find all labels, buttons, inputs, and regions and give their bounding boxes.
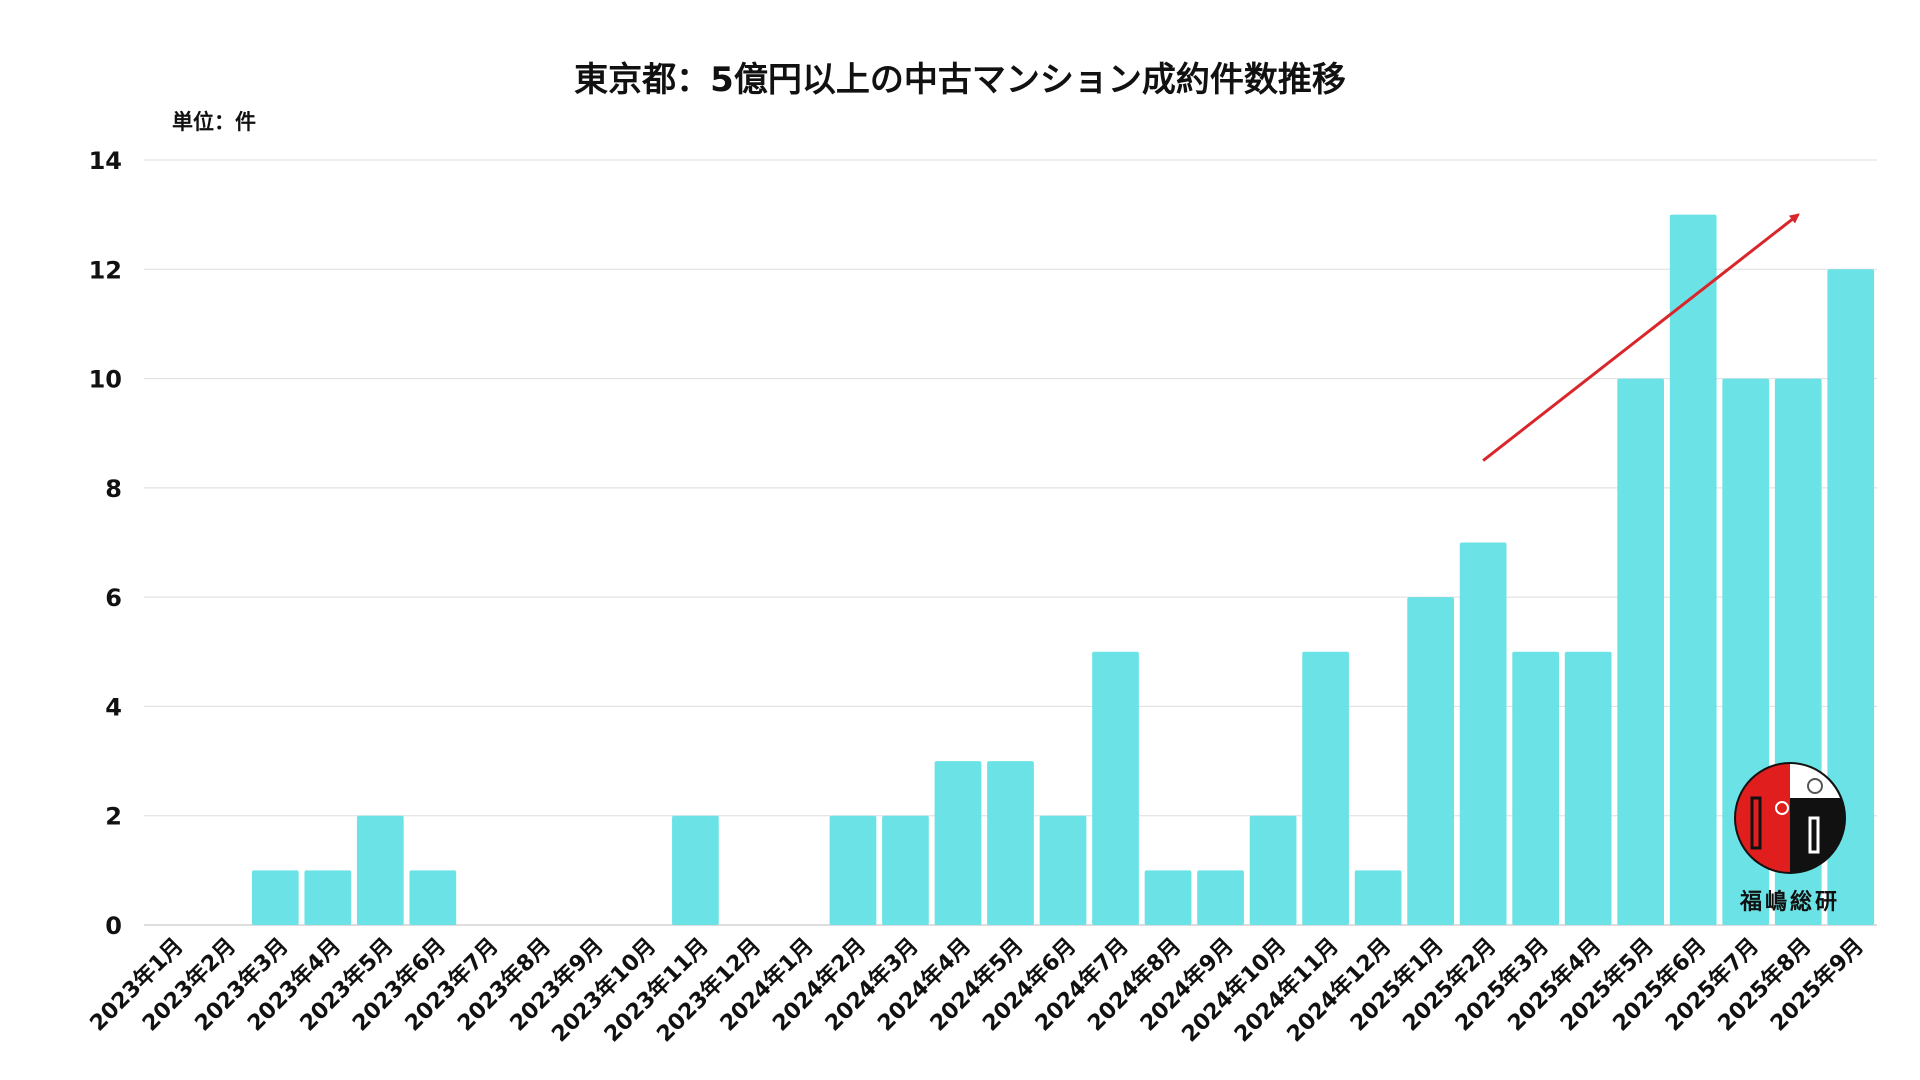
bar	[1512, 651, 1560, 925]
y-tick-label: 4	[105, 693, 122, 721]
logo: 福嶋総研	[1722, 758, 1858, 916]
bar	[1459, 542, 1507, 925]
bar	[829, 815, 877, 925]
trend-arrow	[1482, 213, 1800, 462]
bar	[1669, 214, 1717, 926]
bar	[1249, 815, 1297, 925]
y-tick-label: 0	[105, 912, 122, 940]
bar	[1617, 378, 1665, 926]
bar	[251, 870, 299, 925]
bar	[1197, 870, 1244, 925]
y-tick-label: 6	[105, 584, 122, 612]
y-tick-label: 2	[105, 803, 122, 831]
unit-label: 単位：件	[172, 110, 256, 134]
bar	[356, 815, 404, 925]
bar	[409, 870, 457, 925]
y-tick-label: 12	[89, 256, 122, 284]
bar	[1354, 870, 1402, 925]
logo-emblem-icon	[1734, 762, 1846, 874]
bar	[1302, 651, 1349, 925]
bar	[304, 870, 352, 925]
bar	[1092, 651, 1139, 925]
logo-text: 福嶋総研	[1739, 890, 1840, 915]
bar	[882, 815, 929, 925]
bar	[1039, 815, 1087, 925]
y-tick-label: 8	[105, 475, 122, 503]
bar	[1827, 269, 1875, 925]
bar	[1564, 651, 1612, 925]
chart-title: 東京都：5億円以上の中古マンション成約件数推移	[574, 60, 1346, 100]
y-tick-label: 14	[89, 147, 122, 175]
bar	[1407, 597, 1454, 925]
bar	[934, 761, 982, 925]
bar	[672, 815, 719, 925]
y-tick-label: 10	[89, 366, 122, 394]
bar	[987, 761, 1034, 925]
bar	[1144, 870, 1192, 925]
